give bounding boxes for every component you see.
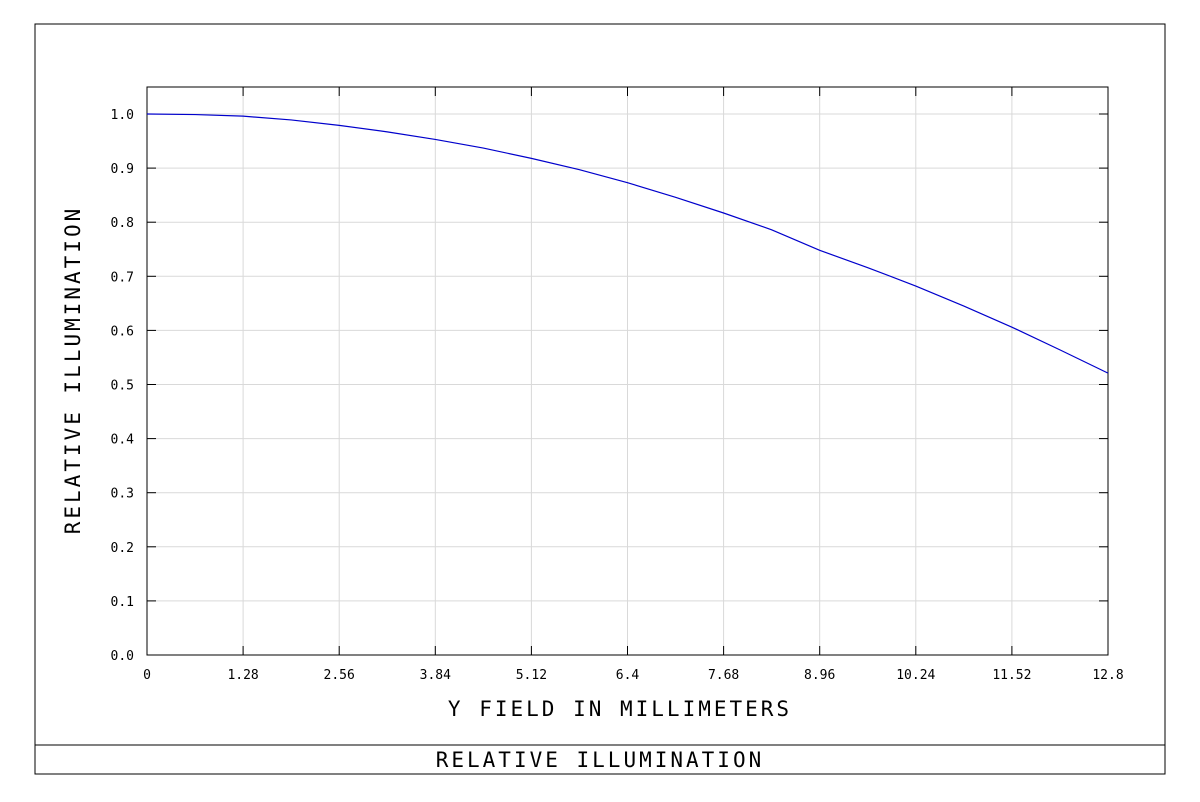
x-tick-label: 1.28: [227, 668, 258, 683]
y-tick-label: 0.4: [111, 433, 135, 448]
y-tick-label: 0.7: [111, 270, 134, 285]
x-tick-label: 2.56: [324, 668, 355, 683]
x-tick-label: 10.24: [896, 668, 935, 683]
y-tick-label: 1.0: [111, 108, 134, 123]
y-axis-title: RELATIVE ILLUMINATION: [61, 206, 85, 535]
y-tick-label: 0.2: [111, 541, 134, 556]
y-tick-label: 0.3: [111, 487, 134, 502]
x-tick-label: 0: [143, 668, 151, 683]
y-tick-label: 0.1: [111, 595, 134, 610]
y-tick-label: 0.6: [111, 324, 134, 339]
x-tick-label: 8.96: [804, 668, 835, 683]
x-tick-label: 7.68: [708, 668, 739, 683]
x-tick-label: 5.12: [516, 668, 547, 683]
x-axis-title: Y FIELD IN MILLIMETERS: [448, 697, 792, 721]
outer-frame: [34, 23, 1166, 775]
series-layer: [146, 113, 1109, 374]
x-tick-label: 12.8: [1092, 668, 1123, 683]
y-tick-label: 0.5: [111, 379, 134, 394]
y-tick-label: 0.8: [111, 216, 134, 231]
axis-ticks: [146, 87, 1109, 656]
x-tick-label: 11.52: [992, 668, 1031, 683]
x-tick-label: 3.84: [420, 668, 451, 683]
chart-title: RELATIVE ILLUMINATION: [436, 748, 765, 772]
y-tick-labels: 0.0 0.1 0.2 0.3 0.4 0.5 0.6 0.7 0.8 0.9 1.0: [111, 108, 135, 664]
x-tick-labels: 0 1.28 2.56 3.84 5.12 6.4 7.68 8.96 10.24 11.52 12…: [143, 668, 1124, 683]
y-tick-label: 0.0: [111, 649, 134, 664]
gridlines: [147, 87, 1108, 655]
y-tick-label: 0.9: [111, 162, 134, 177]
x-tick-label: 6.4: [616, 668, 640, 683]
